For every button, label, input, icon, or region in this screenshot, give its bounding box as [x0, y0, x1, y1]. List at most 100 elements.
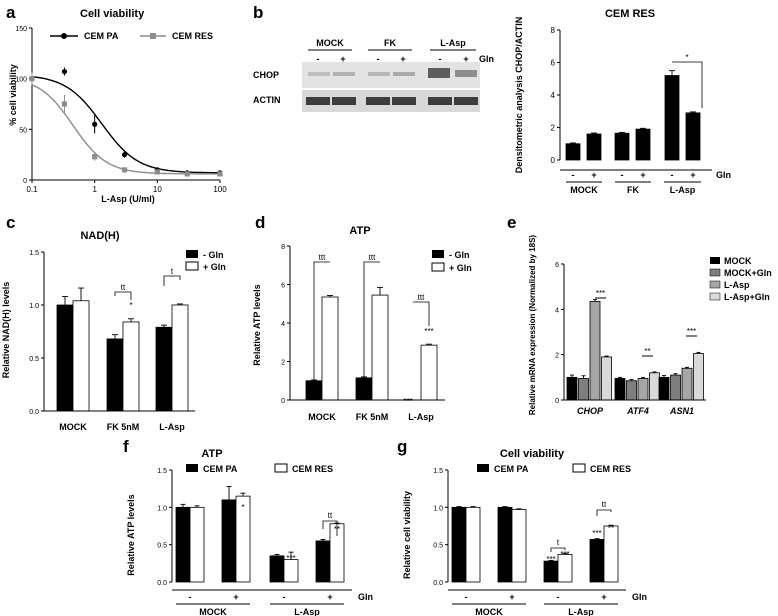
bar: [670, 374, 681, 401]
y-tick-label: 50: [19, 127, 27, 134]
bar: [565, 143, 581, 161]
y-tick-label: 1.0: [433, 505, 443, 512]
bar: [155, 326, 173, 412]
x-tick-label: 10: [153, 185, 162, 194]
panel-letter-f: f: [123, 437, 129, 456]
blot-band: [308, 72, 330, 76]
legend-swatch-minus-gln: [186, 250, 198, 258]
y-tick-label: 100: [15, 77, 27, 84]
panel-b-densitometry: CEM RES Densitometric analysis CHOP/ACTI…: [514, 8, 731, 195]
blot-group-label-fk: FK: [384, 38, 396, 48]
significance-label: ***: [592, 529, 601, 538]
y-tick-label: 0: [23, 178, 27, 185]
legend-swatch-plus-gln: [431, 262, 445, 272]
significance-bracket: [550, 547, 566, 552]
bar: [637, 378, 649, 401]
significance-label: **: [320, 542, 326, 551]
bar: [658, 376, 670, 401]
blot-group-label-lasp: L-Asp: [440, 38, 466, 48]
y-tick-label: 1.5: [29, 250, 39, 257]
blot-band: [368, 72, 390, 76]
gln-sign: -: [621, 170, 624, 180]
bar: [614, 378, 626, 401]
y-tick-label: 0.0: [157, 580, 167, 587]
legend-swatch-cem-res: [572, 463, 586, 473]
blot-band: [306, 97, 330, 105]
panel-a-cell-viability-curve: Cell viability % cell viability L-Asp (U…: [8, 8, 227, 204]
x-category-label: FK 5nM: [107, 422, 140, 432]
group-label: MOCK: [199, 607, 227, 616]
significance-bracket: [163, 275, 181, 286]
blot-band: [428, 97, 452, 105]
blot-band: [392, 97, 416, 105]
y-tick-label: 1.0: [29, 303, 39, 310]
x-tick-label: 100: [213, 185, 227, 194]
y-tick-label: 0: [281, 398, 285, 405]
blot-band: [428, 68, 450, 78]
group-label: L-Asp: [294, 607, 320, 616]
panel-e-mrna-expression: Relative mRNA expression (Normalized by …: [528, 235, 772, 416]
y-tick-label: 8: [551, 26, 556, 35]
blot-row-label-chop: CHOP: [253, 70, 279, 80]
significance-bracket: [322, 520, 338, 536]
legend-swatch-cem-pa: [186, 464, 198, 472]
y-tick-label: 150: [15, 26, 27, 33]
blot-image-actin: [302, 90, 480, 112]
blot-band: [333, 72, 355, 76]
data-point: [184, 171, 190, 177]
group-label: MOCK: [570, 185, 598, 195]
chart-title: NAD(H): [80, 230, 119, 242]
legend-label-plus-gln: + Gln: [203, 262, 226, 272]
significance-label: ***: [687, 327, 696, 336]
bar: [175, 506, 191, 583]
blot-sign: -: [317, 54, 320, 64]
chart-title: Cell viability: [80, 8, 145, 20]
legend-label-cem-pa: CEM PA: [84, 31, 119, 41]
bar: [614, 132, 630, 161]
data-point: [92, 121, 98, 127]
gln-sign: -: [189, 592, 192, 602]
panel-letter-e: e: [507, 213, 516, 232]
x-tick-label: 1: [92, 185, 97, 194]
bar: [511, 509, 527, 583]
gln-sign: +: [509, 592, 514, 602]
legend-label-minus-gln: - Gln: [449, 250, 470, 260]
y-tick-label: 1.5: [157, 468, 167, 475]
bar: [171, 304, 189, 412]
significance-label: ttt: [319, 253, 326, 262]
blot-sign: +: [463, 54, 468, 64]
legend-swatch-plus-gln: [185, 261, 199, 271]
significance-label: t: [171, 267, 174, 276]
y-tick-label: 0.5: [29, 356, 39, 363]
chart-title: ATP: [349, 225, 370, 237]
fit-curve-cem-pa: [31, 76, 221, 174]
bar: [586, 133, 602, 161]
gln-sign: -: [572, 170, 575, 180]
y-tick-label: 4: [555, 307, 559, 314]
gln-sign: +: [233, 592, 238, 602]
legend-swatch-mock-gln: [709, 268, 721, 277]
y-tick-label: 6: [555, 262, 559, 269]
bar: [543, 560, 559, 583]
x-axis-label: L-Asp (U/ml): [101, 194, 155, 204]
x-category-label: MOCK: [308, 412, 336, 422]
significance-label: *: [685, 53, 688, 62]
legend-swatch-lasp-gln: [709, 292, 721, 301]
blot-sign: -: [439, 54, 442, 64]
bar: [221, 499, 237, 583]
y-tick-label: 0.5: [433, 543, 443, 550]
significance-label: tt: [602, 500, 607, 509]
data-point: [61, 68, 68, 75]
x-category-label: ASN1: [669, 406, 694, 416]
y-tick-label: 4: [551, 91, 556, 100]
x-tick-label: 0.1: [26, 185, 38, 194]
y-tick-label: 0: [555, 398, 559, 405]
x-category-label: CHOP: [577, 406, 604, 416]
chop-bands: [308, 68, 477, 78]
y-tick-label: 1.0: [157, 505, 167, 512]
data-point: [29, 76, 35, 82]
legend-label-cem-res: CEM RES: [172, 31, 213, 41]
significance-label: ttt: [369, 253, 376, 262]
y-axis-label: Relative mRNA expression (Normalized by …: [528, 235, 537, 416]
legend-swatch-mock: [710, 257, 720, 264]
